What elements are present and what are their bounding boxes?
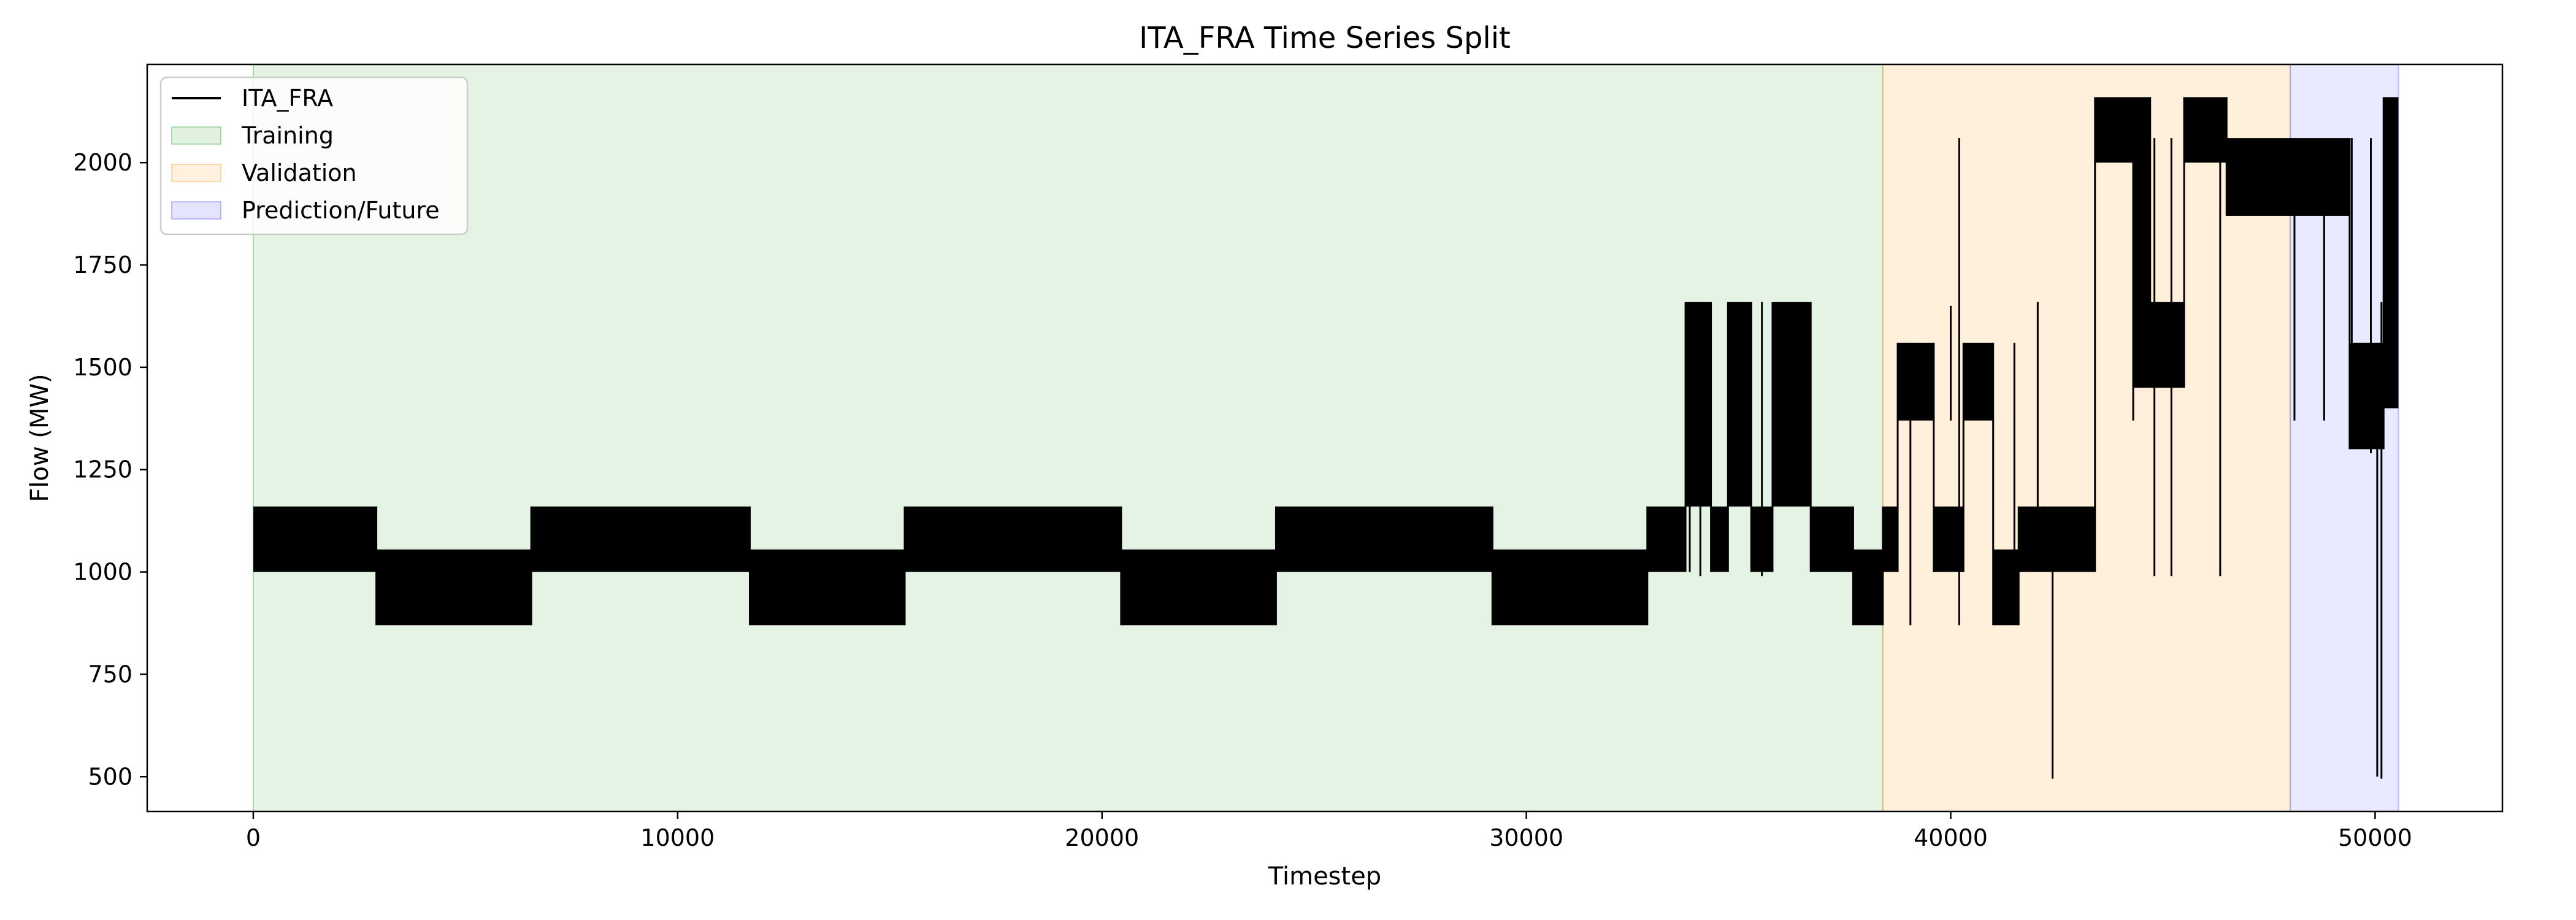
series-band bbox=[2095, 97, 2134, 163]
legend-swatch-training bbox=[171, 126, 221, 145]
series-band bbox=[749, 549, 905, 626]
y-tick-label: 1500 bbox=[73, 354, 132, 381]
plot-frame bbox=[146, 63, 2504, 813]
series-band bbox=[1121, 549, 1276, 626]
series-band bbox=[1882, 506, 1898, 572]
series-band bbox=[253, 506, 377, 572]
series-ita-fra bbox=[253, 97, 2399, 779]
legend-swatch-prediction-future bbox=[171, 201, 221, 220]
series-band bbox=[905, 506, 1121, 572]
x-tick-label: 20000 bbox=[1065, 824, 1139, 851]
y-tick-label: 1250 bbox=[73, 456, 132, 483]
legend-box bbox=[159, 76, 469, 236]
series-band bbox=[1711, 506, 1728, 572]
legend-label-validation: Validation bbox=[242, 159, 357, 186]
series-band bbox=[1811, 506, 1853, 572]
x-tick-label: 30000 bbox=[1489, 824, 1563, 851]
x-tick-label: 0 bbox=[246, 824, 261, 851]
series-band bbox=[531, 506, 750, 572]
region-validation bbox=[1882, 64, 2291, 812]
split-regions bbox=[252, 64, 2399, 812]
x-tick-label: 10000 bbox=[640, 824, 715, 851]
series-band bbox=[2018, 506, 2044, 572]
series-band bbox=[1963, 342, 1993, 421]
legend: ITA_FRA Training Validation Prediction/Futu… bbox=[159, 76, 469, 236]
x-axis-ticks: 0 10000 20000 30000 40000 50000 bbox=[246, 811, 2412, 851]
y-axis-ticks: 500 750 1000 1250 1500 1750 2000 bbox=[73, 149, 147, 790]
y-tick-label: 1000 bbox=[73, 559, 132, 586]
y-tick-label: 750 bbox=[88, 661, 132, 688]
legend-label-prediction-future: Prediction/Future bbox=[242, 197, 440, 224]
series-band bbox=[1898, 342, 1934, 421]
series-band bbox=[2150, 302, 2185, 388]
series-band bbox=[2290, 138, 2350, 216]
chart-title: ITA_FRA Time Series Split bbox=[1139, 21, 1511, 55]
series-band bbox=[2133, 97, 2150, 388]
series-band bbox=[376, 549, 532, 626]
series-band bbox=[1492, 549, 1647, 626]
series-band bbox=[1772, 302, 1811, 507]
series-band bbox=[2226, 138, 2291, 216]
y-tick-label: 2000 bbox=[73, 149, 132, 176]
y-tick-label: 500 bbox=[88, 763, 132, 790]
series-band bbox=[1853, 549, 1883, 626]
series-band bbox=[1728, 302, 1752, 507]
y-tick-label: 1750 bbox=[73, 251, 132, 278]
series-band bbox=[2383, 97, 2399, 408]
legend-label-training: Training bbox=[241, 122, 334, 149]
series-band bbox=[1647, 506, 1686, 572]
x-tick-label: 40000 bbox=[1914, 824, 1988, 851]
legend-swatch-validation bbox=[171, 164, 221, 182]
series-band bbox=[2349, 342, 2384, 450]
x-tick-label: 50000 bbox=[2338, 824, 2412, 851]
region-training bbox=[252, 64, 1884, 812]
x-axis-label: Timestep bbox=[1268, 862, 1381, 891]
series-band bbox=[1276, 506, 1493, 572]
legend-label-ita-fra: ITA_FRA bbox=[242, 85, 333, 112]
y-axis-label: Flow (MW) bbox=[26, 374, 54, 502]
